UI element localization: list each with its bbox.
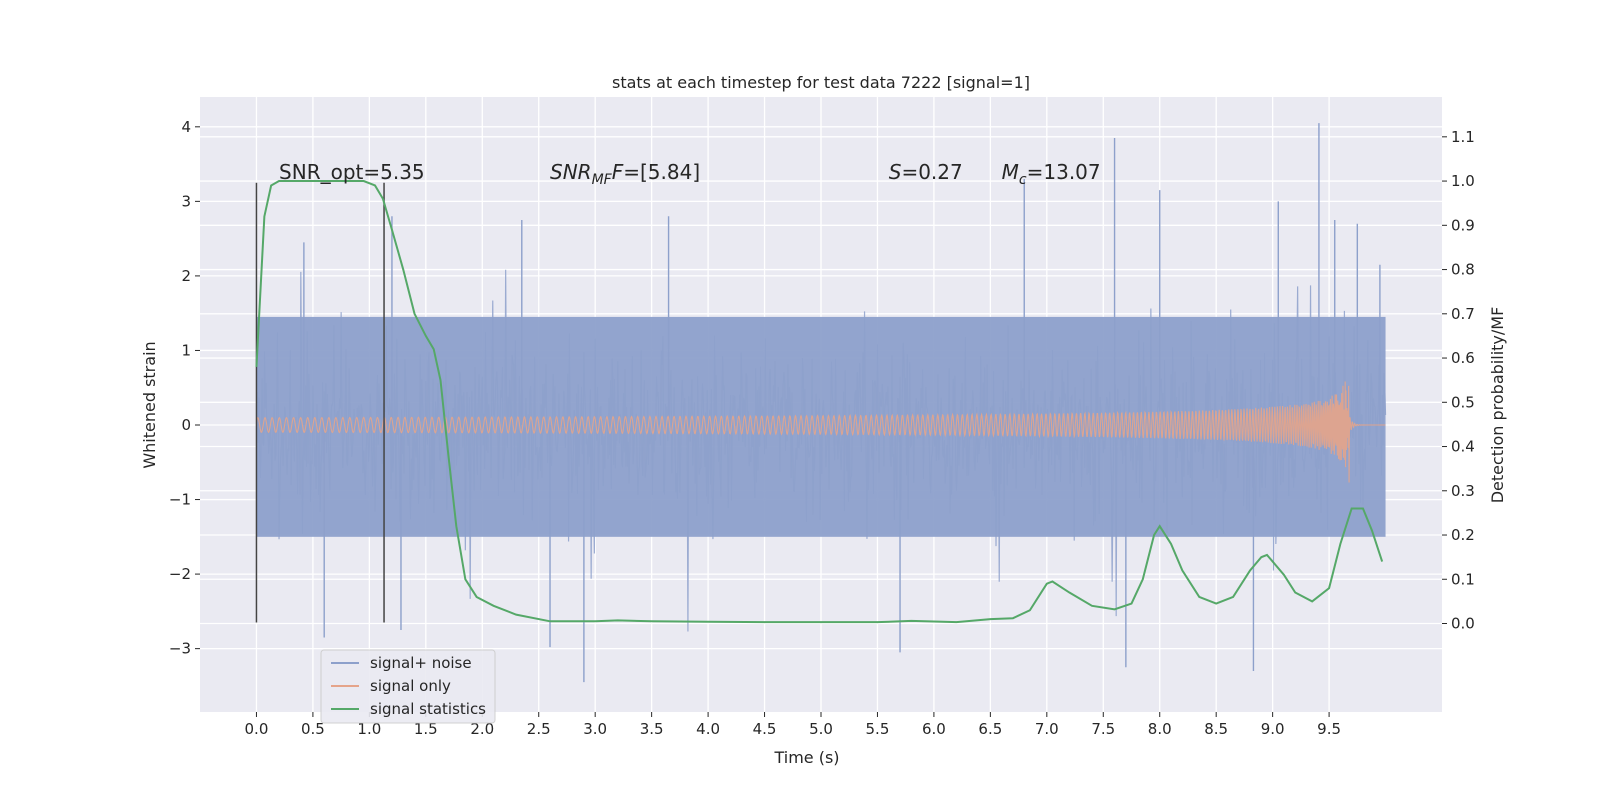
legend-box bbox=[320, 649, 496, 724]
y-right-tick-label: 1.1 bbox=[1451, 128, 1475, 146]
y-tick-label: 0 bbox=[181, 416, 191, 434]
annotation-0: SNR_opt=5.35 bbox=[279, 160, 425, 184]
legend-entry-statistics: signal statistics bbox=[370, 700, 486, 718]
x-tick-label: 7.0 bbox=[1035, 720, 1059, 738]
x-tick-label: 5.5 bbox=[866, 720, 890, 738]
x-tick-label: 5.0 bbox=[809, 720, 833, 738]
x-tick-label: 6.0 bbox=[922, 720, 946, 738]
legend: signal+ noise signal only signal statist… bbox=[320, 649, 496, 724]
legend-entry-noise: signal+ noise bbox=[370, 654, 472, 672]
y-right-tick-label: 1.0 bbox=[1451, 172, 1475, 190]
annotation-3: Mc=13.07 bbox=[1002, 160, 1101, 188]
y-tick-label: 2 bbox=[181, 267, 191, 285]
annotation-1: SNRMFF=[5.84] bbox=[550, 160, 700, 188]
x-tick-label: 1.5 bbox=[414, 720, 438, 738]
y-right-tick-label: 0.1 bbox=[1451, 570, 1475, 588]
y-axis-label: Whitened strain bbox=[140, 341, 159, 468]
legend-entry-signal: signal only bbox=[370, 677, 451, 695]
x-tick-label: 2.5 bbox=[527, 720, 551, 738]
y-right-tick-label: 0.3 bbox=[1451, 482, 1475, 500]
y-right-tick-label: 0.5 bbox=[1451, 393, 1475, 411]
y-right-tick-label: 0.8 bbox=[1451, 261, 1475, 279]
y-tick-label: −3 bbox=[169, 640, 191, 658]
x-tick-label: 3.0 bbox=[583, 720, 607, 738]
y-tick-label: −1 bbox=[169, 491, 191, 509]
x-tick-label: 9.0 bbox=[1261, 720, 1285, 738]
vertical-markers bbox=[255, 182, 385, 623]
x-axis-label: Time (s) bbox=[773, 748, 839, 767]
x-tick-label: 0.5 bbox=[301, 720, 325, 738]
annotation-layer: SNR_opt=5.35 SNRMFF=[5.84] S=0.27 Mc=13.07 bbox=[279, 160, 1101, 188]
y-right-tick-label: 0.0 bbox=[1451, 615, 1475, 633]
series-signal-statistics bbox=[255, 180, 1384, 624]
x-tick-label: 3.5 bbox=[640, 720, 664, 738]
x-tick-label: 2.0 bbox=[470, 720, 494, 738]
x-tick-label: 4.5 bbox=[753, 720, 777, 738]
x-tick-label: 4.0 bbox=[696, 720, 720, 738]
y-tick-label: 1 bbox=[181, 341, 191, 359]
y-right-tick-label: 0.6 bbox=[1451, 349, 1475, 367]
x-tick-label: 8.0 bbox=[1148, 720, 1172, 738]
y-right-tick-label: 0.7 bbox=[1451, 305, 1475, 323]
y-tick-label: −2 bbox=[169, 565, 191, 583]
x-tick-label: 6.5 bbox=[978, 720, 1002, 738]
tick-layer: 0.0 0.5 1.0 1.5 2.0 2.5 3.0 3.5 4.0 4.5 5.0 5.5 6.0 6… bbox=[169, 118, 1475, 738]
x-tick-label: 7.5 bbox=[1091, 720, 1115, 738]
y-axis-right-label: Detection probability/MF bbox=[1488, 307, 1507, 504]
y-right-tick-label: 0.2 bbox=[1451, 526, 1475, 544]
y-right-tick-label: 0.4 bbox=[1451, 438, 1475, 456]
chart-title: stats at each timestep for test data 722… bbox=[612, 73, 1030, 92]
x-tick-label: 1.0 bbox=[357, 720, 381, 738]
x-tick-label: 0.0 bbox=[245, 720, 269, 738]
x-tick-label: 8.5 bbox=[1204, 720, 1228, 738]
y-right-tick-label: 0.9 bbox=[1451, 216, 1475, 234]
annotation-2: S=0.27 bbox=[889, 160, 963, 184]
statistic-series bbox=[255, 180, 1384, 624]
x-tick-label: 9.5 bbox=[1317, 720, 1341, 738]
y-tick-label: 3 bbox=[181, 192, 191, 210]
y-tick-label: 4 bbox=[181, 118, 191, 136]
